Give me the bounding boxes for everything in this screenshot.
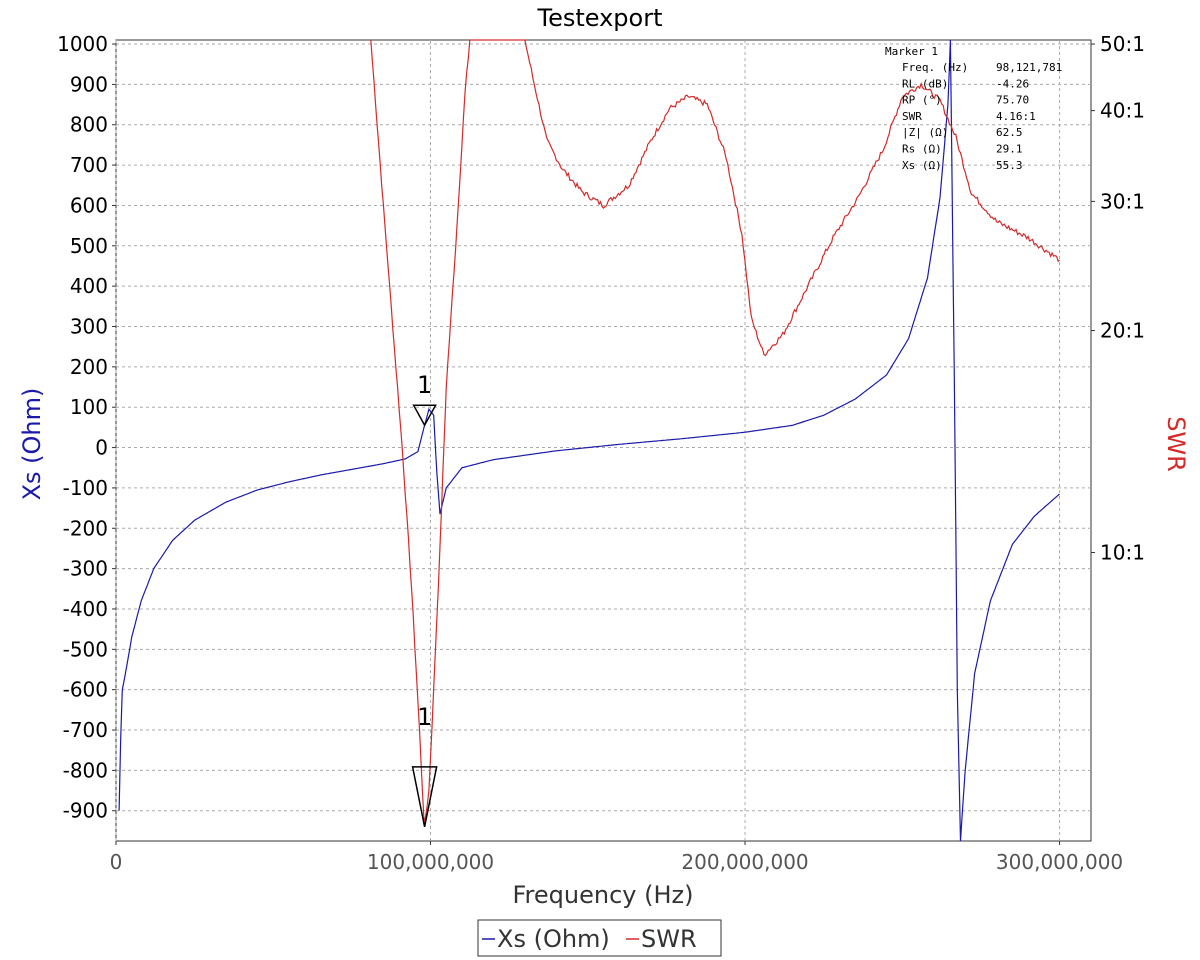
- y-axis-right-title: SWR: [1162, 416, 1190, 472]
- chart-title: Testexport: [536, 4, 662, 32]
- x-axis-title: Frequency (Hz): [513, 881, 694, 909]
- y-left-tick-label: 200: [70, 355, 108, 379]
- marker-info-label: RP (°): [902, 94, 942, 107]
- y-axis-left-ticks: 10009008007006005004003002001000-100-200…: [57, 32, 116, 823]
- y-right-tick-label: 50:1: [1100, 32, 1145, 56]
- marker-info-value: 98,121,781: [996, 61, 1062, 74]
- x-tick-label: 200,000,000: [681, 850, 808, 874]
- y-left-tick-label: 800: [70, 113, 108, 137]
- y-left-tick-label: -700: [63, 718, 108, 742]
- marker-info-panel: Marker 1 Freq. (Hz) 98,121,781 RL (dB) -4.2…: [885, 45, 1062, 172]
- marker-info-label: RL (dB): [902, 77, 948, 90]
- y-left-tick-label: 900: [70, 72, 108, 96]
- marker-info-label: SWR: [902, 110, 922, 123]
- marker-triangle[interactable]: [412, 404, 437, 427]
- marker-label: 1: [417, 703, 432, 731]
- y-left-tick-label: -400: [63, 597, 108, 621]
- grid: [115, 40, 1091, 841]
- marker-info-title: Marker 1: [885, 45, 938, 58]
- y-left-tick-label: 400: [70, 274, 108, 298]
- y-left-tick-label: -600: [63, 678, 108, 702]
- series-xs-line: [118, 39, 1060, 842]
- y-left-tick-label: 100: [70, 395, 108, 419]
- marker-layer: 11: [411, 371, 438, 828]
- y-left-tick-label: 0: [95, 436, 108, 460]
- marker-info-label: |Z| (Ω): [902, 126, 948, 139]
- marker-info-value: 62.5: [996, 126, 1023, 139]
- marker-triangle[interactable]: [411, 766, 438, 828]
- y-left-tick-label: 600: [70, 193, 108, 217]
- y-left-tick-label: -100: [63, 476, 108, 500]
- marker-label: 1: [417, 371, 432, 399]
- y-left-tick-label: -900: [63, 799, 108, 823]
- y-left-tick-label: 700: [70, 153, 108, 177]
- y-right-tick-label: 30:1: [1100, 189, 1145, 213]
- marker-info-value: 55.3: [996, 159, 1023, 172]
- y-left-tick-label: 500: [70, 234, 108, 258]
- y-right-tick-label: 40:1: [1100, 99, 1145, 123]
- marker-info-value: -4.26: [996, 77, 1029, 90]
- marker-info-value: 75.70: [996, 94, 1029, 107]
- y-axis-right-ticks: 50:1 40:1 30:1 20:1 10:1: [1091, 32, 1145, 564]
- legend-box: [477, 919, 722, 957]
- marker-info-value: 4.16:1: [996, 110, 1036, 123]
- marker-info-value: 29.1: [996, 143, 1023, 156]
- marker-info-label: Freq. (Hz): [902, 61, 968, 74]
- y-right-tick-label: 20:1: [1100, 319, 1145, 343]
- y-left-tick-label: 1000: [57, 32, 108, 56]
- y-left-tick-label: -300: [63, 557, 108, 581]
- legend-label-xs: Xs (Ohm): [497, 925, 610, 953]
- y-left-tick-label: 300: [70, 315, 108, 339]
- marker-info-label: Rs (Ω): [902, 143, 942, 156]
- plot-area: [115, 39, 1092, 842]
- x-axis-ticks: 0 100,000,000 200,000,000 300,000,000: [110, 841, 1123, 874]
- x-tick-label: 300,000,000: [996, 850, 1123, 874]
- legend: Xs (Ohm) SWR: [477, 919, 722, 957]
- y-left-tick-label: -500: [63, 637, 108, 661]
- x-tick-label: 100,000,000: [367, 850, 494, 874]
- marker-info-label: Xs (Ω): [902, 159, 942, 172]
- y-left-tick-label: -800: [63, 758, 108, 782]
- legend-label-swr: SWR: [641, 925, 697, 953]
- series-layer: [118, 39, 1060, 842]
- x-tick-label: 0: [110, 850, 123, 874]
- y-right-tick-label: 10:1: [1100, 540, 1145, 564]
- y-axis-left-title: Xs (Ohm): [18, 388, 46, 501]
- series-swr-line: [370, 39, 1060, 825]
- y-left-tick-label: -200: [63, 516, 108, 540]
